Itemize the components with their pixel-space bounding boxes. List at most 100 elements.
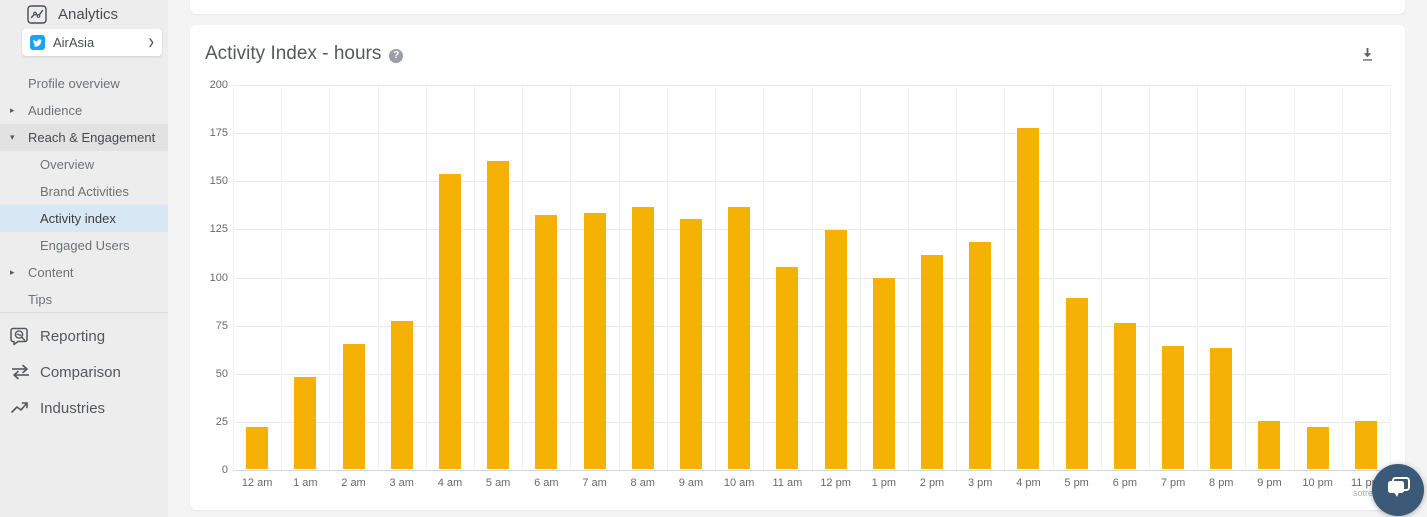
x-tick-label: 4 pm bbox=[1016, 477, 1041, 489]
v-gridline bbox=[233, 85, 234, 470]
x-axis-line bbox=[233, 470, 1390, 471]
bar-12-pm[interactable] bbox=[824, 230, 847, 469]
previous-card-bottom bbox=[190, 0, 1405, 14]
y-tick-label: 100 bbox=[209, 271, 228, 284]
sidebar-bottom-nav: Reporting Comparison Industries bbox=[0, 318, 168, 426]
y-tick-label: 0 bbox=[221, 464, 228, 476]
analytics-header-label: Analytics bbox=[58, 5, 119, 23]
v-gridline bbox=[1100, 85, 1102, 470]
sidebar-item-industries[interactable]: Industries bbox=[0, 390, 168, 426]
bar-12-am[interactable] bbox=[246, 426, 269, 469]
comparison-icon bbox=[10, 363, 31, 381]
bar-2-pm[interactable] bbox=[921, 255, 944, 469]
sidebar-item-label: Comparison bbox=[40, 363, 121, 381]
sidebar-item-reach-engagement[interactable]: ▾ Reach & Engagement bbox=[0, 124, 168, 151]
help-icon[interactable]: ? bbox=[389, 48, 404, 63]
bar-5-pm[interactable] bbox=[1065, 297, 1088, 469]
bar-1-am[interactable] bbox=[294, 376, 317, 469]
y-tick-label: 50 bbox=[215, 367, 228, 380]
bar-3-am[interactable] bbox=[390, 320, 413, 469]
x-tick-label: 12 am bbox=[241, 477, 273, 489]
v-gridline bbox=[907, 85, 909, 470]
v-gridline bbox=[763, 85, 765, 470]
bar-8-pm[interactable] bbox=[1210, 347, 1233, 469]
bar-3-pm[interactable] bbox=[969, 241, 992, 469]
v-gridline bbox=[1052, 85, 1054, 470]
analytics-header: Analytics bbox=[0, 0, 168, 28]
bar-6-am[interactable] bbox=[535, 214, 558, 469]
x-tick-label: 8 am bbox=[630, 477, 655, 489]
x-tick-label: 7 pm bbox=[1160, 477, 1186, 489]
caret-down-icon: ▾ bbox=[10, 132, 15, 142]
y-tick-label: 150 bbox=[209, 175, 228, 188]
bar-9-pm[interactable] bbox=[1258, 420, 1281, 469]
v-gridline bbox=[570, 85, 572, 470]
x-tick-label: 1 pm bbox=[871, 477, 897, 489]
x-tick-label: 9 pm bbox=[1257, 477, 1282, 489]
activity-index-card: Activity Index - hours ? sotrender 0 25 50… bbox=[190, 25, 1405, 510]
x-tick-label: 6 pm bbox=[1112, 477, 1138, 489]
v-gridline bbox=[474, 85, 476, 470]
x-tick-label: 5 am bbox=[485, 477, 511, 489]
v-gridline bbox=[618, 85, 620, 470]
x-tick-label: 3 pm bbox=[967, 477, 993, 489]
v-gridline bbox=[281, 85, 283, 470]
bar-11-pm[interactable] bbox=[1354, 420, 1377, 469]
bar-10-pm[interactable] bbox=[1306, 426, 1329, 469]
sidebar-item-label: Reach & Engagement bbox=[28, 130, 156, 145]
sidebar-item-label: Activity index bbox=[40, 211, 116, 226]
sidebar-item-activity-index[interactable]: Activity index bbox=[0, 205, 168, 232]
bar-11-am[interactable] bbox=[776, 266, 799, 469]
x-tick-label: 5 pm bbox=[1064, 477, 1089, 489]
analytics-chart-icon bbox=[27, 4, 47, 24]
bar-10-am[interactable] bbox=[728, 207, 751, 469]
sidebar-item-label: Content bbox=[28, 265, 74, 280]
sidebar-item-comparison[interactable]: Comparison bbox=[0, 354, 168, 390]
v-gridline bbox=[956, 85, 958, 470]
sidebar-item-tips[interactable]: Tips bbox=[0, 286, 168, 313]
bar-7-am[interactable] bbox=[583, 212, 606, 469]
bar-2-am[interactable] bbox=[342, 343, 365, 469]
bar-5-am[interactable] bbox=[487, 161, 510, 469]
sidebar-item-content[interactable]: ▸ Content bbox=[0, 259, 168, 286]
card-title: Activity Index - hours bbox=[205, 43, 382, 64]
chart-plot bbox=[233, 85, 1391, 471]
sidebar: Analytics AirAsia › Profile overview ▸ Aud… bbox=[0, 0, 168, 517]
sidebar-item-brand-activities[interactable]: Brand Activities bbox=[0, 178, 168, 205]
v-gridline bbox=[377, 85, 379, 470]
sidebar-item-engaged-users[interactable]: Engaged Users bbox=[0, 232, 168, 259]
sidebar-item-profile-overview[interactable]: Profile overview bbox=[0, 70, 168, 97]
sidebar-item-audience[interactable]: ▸ Audience bbox=[0, 97, 168, 124]
v-gridline bbox=[811, 85, 813, 470]
bar-6-pm[interactable] bbox=[1113, 322, 1136, 469]
sidebar-item-label: Industries bbox=[40, 399, 106, 417]
sotrender-watermark: sotrender bbox=[1353, 488, 1391, 498]
bar-7-pm[interactable] bbox=[1162, 345, 1185, 469]
x-tick-label: 11 am bbox=[772, 477, 803, 489]
sidebar-nav: Profile overview ▸ Audience ▾ Reach & Engage… bbox=[0, 70, 168, 313]
y-tick-label: 200 bbox=[209, 79, 228, 91]
v-gridline bbox=[329, 85, 331, 470]
x-tick-label: 1 am bbox=[293, 477, 318, 489]
v-gridline bbox=[1148, 85, 1150, 470]
sidebar-item-overview[interactable]: Overview bbox=[0, 151, 168, 178]
reporting-icon bbox=[10, 326, 31, 346]
bar-8-am[interactable] bbox=[631, 207, 654, 469]
bar-1-pm[interactable] bbox=[872, 278, 895, 469]
bar-4-pm[interactable] bbox=[1017, 128, 1040, 469]
x-tick-label: 12 pm bbox=[820, 477, 851, 489]
x-tick-label: 2 pm bbox=[919, 477, 945, 489]
industries-icon bbox=[10, 400, 31, 416]
v-gridline bbox=[859, 85, 861, 470]
x-tick-label: 8 pm bbox=[1209, 477, 1234, 489]
y-tick-label: 75 bbox=[215, 319, 228, 332]
sidebar-item-reporting[interactable]: Reporting bbox=[0, 318, 168, 354]
profile-selector[interactable]: AirAsia › bbox=[22, 29, 162, 56]
v-gridline bbox=[1245, 85, 1247, 470]
bar-4-am[interactable] bbox=[438, 174, 461, 469]
sidebar-item-label: Reporting bbox=[40, 327, 106, 345]
x-tick-label: 2 am bbox=[341, 477, 366, 489]
download-button[interactable] bbox=[1360, 47, 1375, 67]
chat-launcher-button[interactable] bbox=[1372, 464, 1424, 516]
bar-9-am[interactable] bbox=[679, 218, 702, 469]
